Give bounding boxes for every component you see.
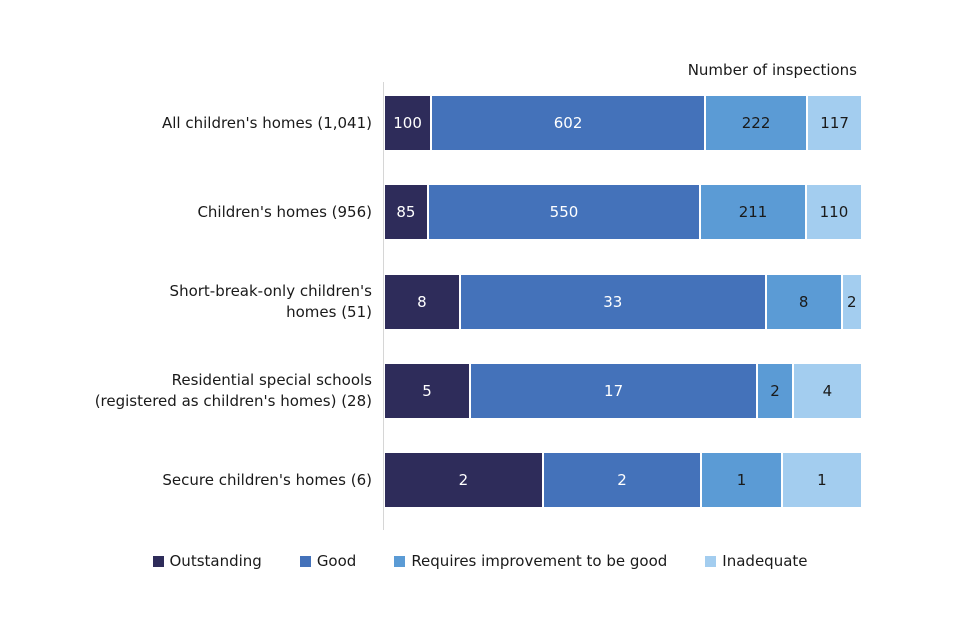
legend-item-outstanding: Outstanding: [152, 552, 262, 570]
stacked-bar: 5 17 2 4: [385, 364, 861, 418]
bar-segment-outstanding: 8: [385, 275, 459, 329]
legend-item-good: Good: [299, 552, 357, 570]
bar-value-label: 33: [603, 293, 623, 311]
bar-value-label: 117: [820, 114, 849, 132]
bar-value-label: 8: [417, 293, 427, 311]
category-label: Children's homes (956): [197, 202, 372, 221]
chart-row-all-children-s-homes-1-041: All children's homes (1,041) 100 602 222 117: [0, 96, 960, 150]
bar-segment-outstanding: 85: [385, 185, 427, 239]
bar-value-label: 1: [817, 471, 827, 489]
category-label: All children's homes (1,041): [161, 113, 372, 132]
bar-segment-requires-improvement-to-be-good: 8: [766, 275, 841, 329]
legend-label: Outstanding: [169, 552, 262, 570]
category-label: Secure children's homes (6): [162, 470, 372, 489]
bar-value-label: 602: [553, 114, 583, 132]
bar-segment-good: 17: [470, 364, 757, 418]
category-label: Short-break-only children's homes (51): [169, 282, 372, 321]
bar-segment-inadequate: 1: [782, 453, 861, 507]
legend-swatch-icon: [299, 555, 311, 567]
legend-label: Inadequate: [722, 552, 808, 570]
bar-value-label: 211: [738, 203, 768, 221]
chart-row-short-break-only-children-s: Short-break-only children's homes (51) 8 3…: [0, 275, 960, 329]
bar-segment-outstanding: 5: [385, 364, 469, 418]
bar-segment-good: 602: [432, 96, 704, 150]
bar-segment-requires-improvement-to-be-good: 222: [705, 96, 807, 150]
bar-segment-requires-improvement-to-be-good: 211: [701, 185, 805, 239]
bar-value-label: 550: [549, 203, 579, 221]
stacked-bar: 100 602 222 117: [385, 96, 862, 150]
legend-swatch-icon: [394, 555, 406, 567]
legend-item-inadequate: Inadequate: [705, 552, 808, 570]
bar-value-label: 110: [819, 203, 849, 221]
chart-row-children-s-homes-956: Children's homes (956) 85 550 211 110: [0, 185, 960, 239]
bar-value-label: 8: [798, 293, 809, 311]
bar-value-label: 4: [822, 382, 833, 400]
bar-value-label: 2: [847, 293, 857, 311]
bar-value-label: 2: [458, 471, 469, 489]
bar-segment-outstanding: 2: [385, 453, 542, 507]
vertical-axis-line: [383, 82, 384, 530]
bar-value-label: 5: [422, 382, 432, 400]
axis-title: Number of inspections: [687, 61, 857, 79]
stacked-bar: 8 33 8 2: [385, 275, 861, 329]
stacked-bar: 2 2 1 1: [385, 453, 861, 507]
bar-segment-good: 550: [428, 185, 700, 239]
bar-value-label: 2: [617, 471, 627, 489]
bar-segment-inadequate: 4: [793, 364, 861, 418]
legend-swatch-icon: [152, 555, 164, 567]
legend: Outstanding Good Requires improvement to b…: [0, 548, 960, 574]
bar-value-label: 222: [741, 114, 771, 132]
category-label: Residential special schools (registered …: [94, 371, 372, 410]
bar-segment-requires-improvement-to-be-good: 2: [758, 364, 792, 418]
stacked-bar: 85 550 211 110: [385, 185, 861, 239]
bar-value-label: 2: [770, 382, 780, 400]
bar-value-label: 1: [736, 471, 747, 489]
bar-value-label: 17: [604, 382, 624, 400]
bar-segment-requires-improvement-to-be-good: 1: [702, 453, 781, 507]
bar-segment-inadequate: 117: [808, 96, 862, 150]
legend-item-requires-improvement-to-be-good: Requires improvement to be good: [394, 552, 667, 570]
bar-segment-outstanding: 100: [385, 96, 431, 150]
legend-label: Good: [316, 552, 357, 570]
bar-segment-inadequate: 110: [806, 185, 861, 239]
chart-row-secure-children-s-homes-6: Secure children's homes (6) 2 2 1 1: [0, 453, 960, 507]
bar-segment-good: 2: [543, 453, 701, 507]
bar-segment-inadequate: 2: [842, 275, 861, 329]
bar-value-label: 100: [393, 114, 422, 132]
chart-row-residential-special-schools: Residential special schools (registered …: [0, 364, 960, 418]
legend-label: Requires improvement to be good: [411, 552, 668, 570]
bar-value-label: 85: [396, 203, 416, 221]
legend-swatch-icon: [705, 555, 717, 567]
bar-segment-good: 33: [460, 275, 765, 329]
